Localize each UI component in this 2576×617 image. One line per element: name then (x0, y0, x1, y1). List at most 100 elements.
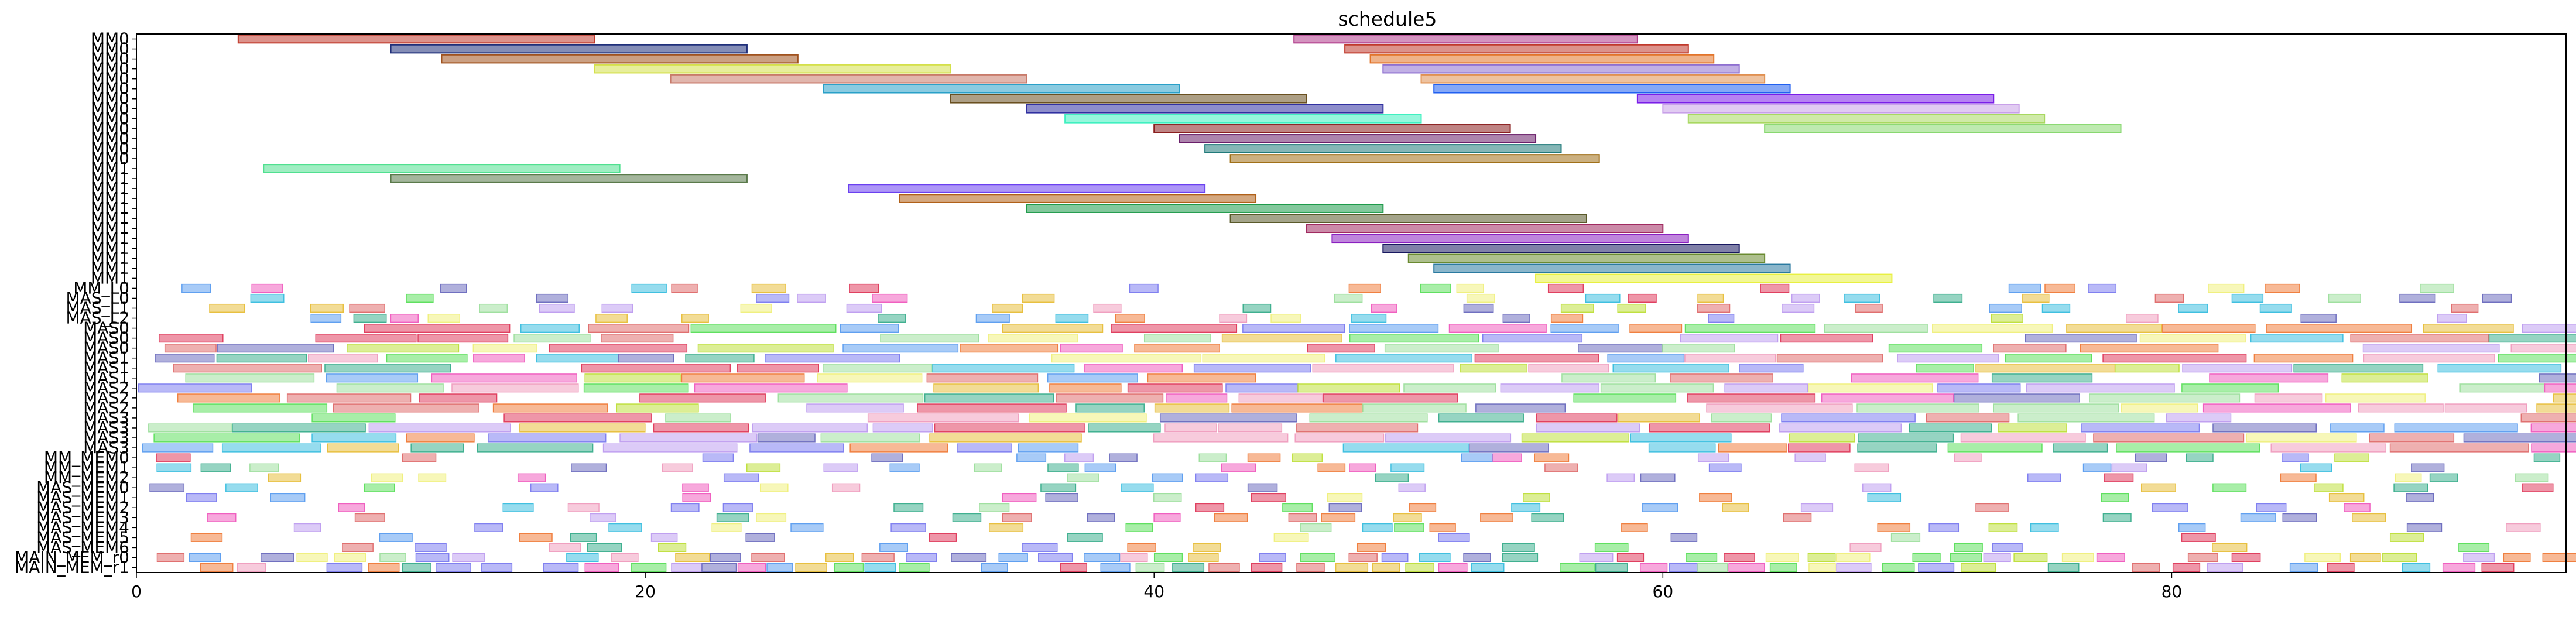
task-bar (519, 533, 553, 542)
y-tick-label: MM1 (91, 179, 129, 198)
y-tick-label: MAS_MEM1 (36, 488, 129, 507)
task-bar (2026, 383, 2175, 393)
task-bar (1783, 513, 1812, 522)
task-bar (519, 423, 646, 433)
y-tick-label: MAS_L2 (66, 309, 130, 328)
task-bar (1351, 313, 1387, 323)
task-bar (766, 563, 793, 573)
y-tick-label: MAS_MEM2 (36, 498, 129, 517)
task-bar (1282, 503, 1313, 512)
task-bar (2341, 373, 2428, 383)
task-bar (1109, 453, 1138, 462)
task-bar (1088, 423, 1161, 433)
task-bar (1807, 553, 1836, 563)
task-bar (1728, 563, 1765, 573)
x-axis: 0 20 40 60 80 (131, 573, 2182, 601)
task-bar (988, 523, 1024, 532)
task-bar (823, 364, 933, 373)
task-bar (539, 303, 575, 313)
task-bar (1393, 513, 1422, 522)
task-bar (1297, 383, 1400, 393)
task-bar (1296, 563, 1325, 573)
task-bar (1334, 293, 1363, 303)
task-bar (225, 483, 258, 492)
task-bar (1528, 364, 1609, 373)
task-bar (1438, 533, 1470, 542)
task-bar (2399, 293, 2436, 303)
task-bar (2533, 453, 2561, 462)
task-bar (2330, 423, 2385, 433)
task-bar (1578, 344, 1663, 353)
task-bar (1636, 94, 1995, 104)
task-bar (1433, 263, 1791, 273)
task-bar (2304, 553, 2341, 563)
task-bar (1270, 313, 1301, 323)
task-bar (2121, 403, 2198, 413)
task-bar (1362, 403, 1467, 413)
task-bar (2044, 283, 2076, 293)
task-bar (326, 563, 363, 573)
task-bar (790, 523, 824, 532)
task-bar (1482, 334, 1583, 343)
task-bar (390, 44, 748, 54)
task-bar (1722, 503, 1749, 512)
task-bar (1926, 413, 2010, 423)
y-tick-label: MM_MEM0 (44, 448, 129, 467)
task-bar (1547, 283, 1584, 293)
task-bar (333, 403, 479, 413)
y-tick-label: MAS0 (83, 338, 129, 358)
task-bar (1617, 413, 1700, 423)
task-bar (631, 563, 667, 573)
task-bar (1047, 373, 1138, 383)
task-bar (200, 563, 234, 573)
task-bar (156, 463, 192, 472)
task-bar (251, 283, 283, 293)
task-bar (2393, 483, 2428, 492)
task-bar (1040, 483, 1077, 492)
task-bar (1018, 443, 1079, 453)
task-bar (1560, 303, 1594, 313)
task-bar (419, 393, 498, 403)
task-bar (974, 463, 1002, 472)
y-tick-label: MM0 (91, 29, 129, 49)
task-bar (1463, 303, 1494, 313)
task-bar (1384, 344, 1499, 353)
task-bar (2208, 283, 2245, 293)
task-bar (342, 543, 374, 552)
task-bar (1100, 563, 1131, 573)
task-bar (2344, 503, 2371, 512)
task-bar (2102, 513, 2132, 522)
y-tick-label: MM0 (91, 69, 129, 88)
task-bar (2162, 324, 2256, 333)
task-bar (583, 383, 689, 393)
task-bar (723, 473, 759, 482)
task-bar (2166, 413, 2232, 423)
task-bar (950, 94, 1307, 104)
task-bar (1961, 563, 1996, 573)
y-tick-label: MAS1 (83, 358, 129, 378)
task-bar (268, 473, 302, 482)
task-bar (477, 443, 594, 453)
task-bar (872, 423, 933, 433)
y-tick-label: MAS1 (83, 348, 129, 368)
task-bar (1480, 513, 1513, 522)
task-bar (2017, 413, 2155, 423)
task-bar (1511, 503, 1541, 512)
task-bar (1595, 563, 1628, 573)
task-bar (2030, 523, 2059, 532)
task-bar (293, 523, 321, 532)
task-bar (899, 194, 1257, 203)
task-bar (594, 64, 951, 74)
task-bar (1372, 563, 1400, 573)
task-bar (2314, 483, 2344, 492)
task-bar (1975, 364, 2116, 373)
task-bar (878, 313, 906, 323)
task-bar (338, 503, 365, 512)
task-bar (690, 324, 837, 333)
task-bar (1502, 553, 1539, 563)
task-bar (1084, 553, 1121, 563)
y-tick-label: MAS_MEM5 (36, 527, 129, 547)
task-bar (185, 373, 315, 383)
task-bar (2358, 403, 2444, 413)
task-bar (1294, 433, 1385, 443)
